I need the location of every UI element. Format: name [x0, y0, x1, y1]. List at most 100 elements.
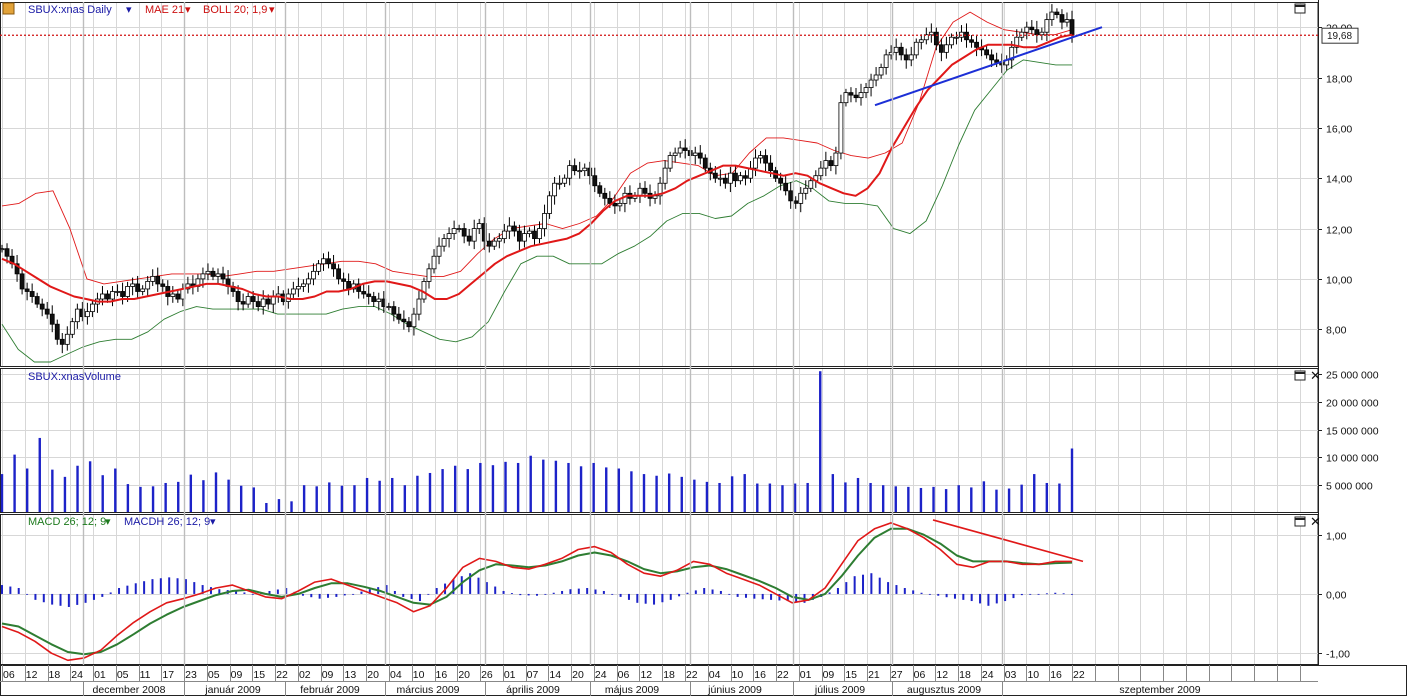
volume-bar	[277, 499, 281, 512]
volume-bar	[466, 469, 469, 512]
histogram-bar	[360, 591, 363, 594]
volume-bar	[693, 479, 696, 512]
volume-tick-label: 20 000 000	[1326, 398, 1379, 410]
macd-lines	[1, 519, 1084, 662]
candle-body	[481, 223, 487, 242]
histogram-bar	[168, 577, 171, 594]
candle-body	[1054, 11, 1060, 15]
volume-bar	[88, 461, 92, 512]
indicator-macdh[interactable]: MACDH 26; 12; 9	[124, 516, 210, 528]
candle-body	[215, 273, 221, 277]
maximize-icon[interactable]	[1294, 3, 1306, 14]
histogram-bar	[953, 593, 956, 599]
candle-body	[361, 291, 367, 295]
macd-y-axis: -1,00 0,00 1,00	[1318, 531, 1350, 661]
indicator-macd-dropdown-icon[interactable]: ▾	[105, 516, 111, 528]
candle-body	[818, 167, 824, 177]
symbol-label[interactable]: SBUX:xnas Daily	[28, 4, 112, 16]
volume-bar	[1007, 488, 1011, 512]
volume-bar	[781, 485, 784, 512]
histogram-bar	[285, 588, 288, 594]
candle-body	[29, 291, 35, 297]
candle-body	[562, 177, 568, 184]
candle-body	[768, 162, 773, 172]
bollinger-upper-line	[1, 11, 1073, 285]
day-tick-label: 06	[618, 669, 630, 681]
volume-bar	[642, 474, 646, 512]
histogram-bar	[385, 585, 388, 594]
candle-body	[848, 92, 854, 96]
indicator-boll-dropdown-icon[interactable]: ▾	[269, 4, 275, 16]
histogram-bar	[460, 576, 463, 594]
indicator-mae[interactable]: MAE 21	[145, 4, 184, 16]
symbol-dropdown-icon[interactable]: ▾	[126, 4, 132, 16]
volume-bar	[554, 460, 558, 512]
histogram-bar	[979, 593, 982, 604]
price-tick-label: 8,00	[1326, 325, 1347, 337]
candle-body	[431, 255, 437, 270]
histogram-bar	[76, 593, 79, 605]
candle-body	[245, 296, 251, 305]
histogram-bar	[711, 589, 714, 594]
indicator-macdh-dropdown-icon[interactable]: ▾	[210, 516, 216, 528]
histogram-bar	[836, 588, 839, 594]
volume-bar	[1058, 483, 1061, 512]
candle-body	[4, 248, 10, 257]
volume-bar	[428, 472, 432, 512]
candle-body	[501, 230, 507, 240]
volume-bar	[592, 462, 595, 512]
histogram-bar	[853, 576, 856, 594]
candle-body	[255, 301, 261, 307]
candle-body	[853, 94, 859, 99]
candle-body	[712, 172, 718, 179]
volume-bar	[315, 486, 318, 512]
candle-body	[0, 248, 5, 251]
histogram-bar	[912, 590, 915, 594]
day-tick-label: 01	[94, 669, 106, 681]
candle-body	[105, 293, 110, 300]
indicator-macd[interactable]: MACD 26; 12; 9	[28, 516, 106, 528]
day-tick-label: 14	[549, 669, 561, 681]
maximize-icon[interactable]	[1294, 516, 1306, 527]
indicator-boll[interactable]: BOLL 20; 1,9	[203, 4, 267, 16]
histogram-bar	[627, 593, 630, 600]
volume-bar	[995, 489, 998, 512]
volume-title[interactable]: SBUX:xnasVolume	[28, 371, 121, 383]
histogram-bar	[109, 592, 112, 594]
histogram-bar	[569, 589, 572, 594]
last-price-marker: 19,68	[1321, 27, 1359, 44]
volume-bar	[819, 371, 822, 512]
histogram-bar	[126, 585, 129, 594]
indicator-mae-dropdown-icon[interactable]: ▾	[185, 4, 191, 16]
price-maximize-button[interactable]	[1294, 3, 1306, 14]
volume-bar	[567, 462, 570, 512]
candle-body	[763, 155, 768, 164]
day-tick-label: 11	[140, 669, 151, 681]
candle-body	[949, 36, 954, 46]
candle-body	[210, 270, 216, 277]
volume-maximize-button[interactable]	[1294, 370, 1306, 381]
candle-body	[918, 39, 924, 43]
volume-bar	[919, 487, 923, 512]
candle-body	[39, 303, 45, 310]
histogram-bar	[67, 593, 70, 607]
volume-bar	[756, 483, 759, 512]
candle-body	[903, 54, 909, 61]
day-tick-label: 15	[253, 669, 265, 681]
histogram-bar	[243, 592, 246, 594]
histogram-bar	[335, 593, 338, 597]
symbol-icon[interactable]	[2, 2, 15, 15]
candle-body	[326, 258, 331, 265]
candle-body	[64, 333, 70, 345]
histogram-bar	[544, 593, 547, 595]
day-tick-label: 06	[914, 669, 926, 681]
volume-close-icon[interactable]: ✕	[1310, 368, 1321, 383]
macd-close-icon[interactable]: ✕	[1310, 514, 1321, 529]
macd-maximize-button[interactable]	[1294, 516, 1306, 527]
histogram-bar	[352, 593, 355, 595]
volume-bar	[542, 459, 545, 512]
candle-body	[758, 155, 763, 159]
candle-body	[331, 263, 336, 270]
maximize-icon[interactable]	[1294, 370, 1306, 381]
volume-tick-label: 10 000 000	[1326, 453, 1379, 465]
